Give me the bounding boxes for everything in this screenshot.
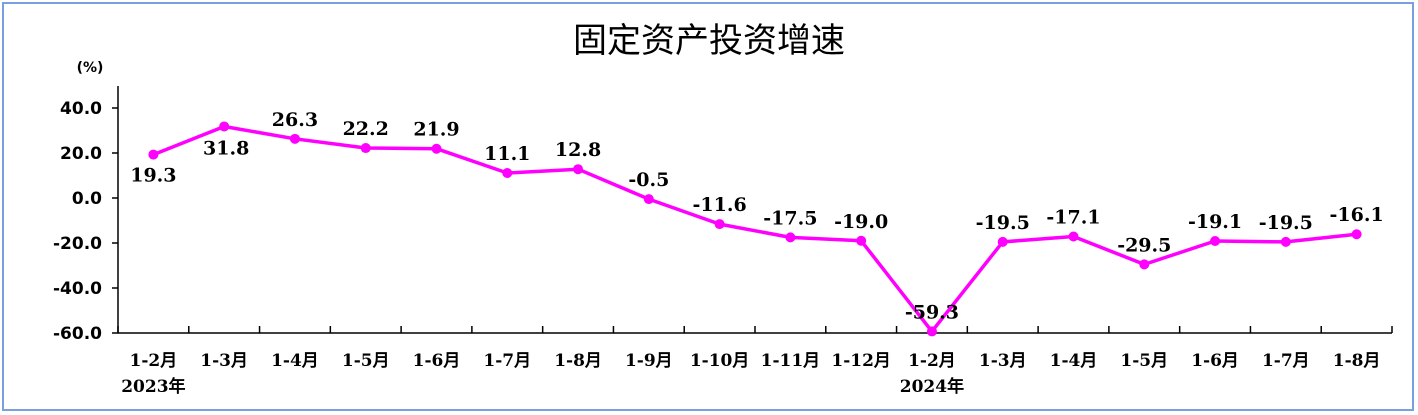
y-tick-label: -60.0 (53, 324, 102, 344)
y-tick-label: 20.0 (60, 144, 102, 164)
data-point (289, 133, 300, 144)
data-point (360, 143, 371, 154)
x-tick-labels: 1-2月 1-3月 1-4月 1-5月 1-6月 1-7月 1-8月 1-9月 1-10月 1-1… (121, 351, 1380, 397)
data-point (1068, 231, 1079, 242)
data-label: -19.1 (1188, 211, 1242, 233)
x-year-label: 2023年 (121, 376, 185, 397)
data-label: 12.8 (555, 139, 601, 161)
data-point (431, 143, 442, 154)
x-tick-label: 1-6月 (413, 351, 461, 371)
data-label: -19.5 (976, 212, 1030, 234)
data-label: 11.1 (484, 143, 530, 165)
data-label: 26.3 (272, 109, 318, 131)
data-series (148, 121, 1362, 337)
data-point (148, 149, 159, 160)
x-tick-label: 1-10月 (690, 351, 750, 371)
data-labels: 19.3 31.8 26.3 22.2 21.9 11.1 12.8 -0.5 -11.6 -17… (130, 109, 1383, 324)
data-label: 19.3 (130, 165, 176, 187)
y-tick-label: 40.0 (60, 99, 102, 119)
x-tick-label: 1-11月 (761, 351, 821, 371)
x-tick-label: 1-5月 (342, 351, 390, 371)
data-point (714, 219, 725, 230)
data-point (219, 121, 230, 132)
data-label: -19.0 (834, 211, 888, 233)
x-tick-label: 1-5月 (1120, 351, 1168, 371)
data-point (856, 235, 867, 246)
x-tick-label: 1-2月 (130, 351, 178, 371)
data-point (573, 164, 584, 175)
series-line (152, 124, 1357, 334)
data-label: -11.6 (693, 194, 747, 216)
x-tick-label: 1-7月 (1262, 351, 1310, 371)
data-point (1280, 236, 1291, 247)
data-label: 21.9 (413, 119, 459, 141)
data-label: -17.1 (1046, 206, 1100, 228)
data-point (1210, 235, 1221, 246)
data-point (502, 168, 513, 179)
data-label: -17.5 (763, 207, 817, 229)
y-tick-label: -40.0 (53, 279, 102, 299)
chart-title: 固定资产投资增速 (573, 21, 845, 61)
data-label: -59.3 (905, 301, 959, 323)
data-label: 31.8 (203, 137, 249, 159)
data-label: -29.5 (1117, 234, 1171, 256)
x-tick-label: 1-12月 (831, 351, 891, 371)
x-tick-label: 1-8月 (554, 351, 602, 371)
data-point (1139, 259, 1150, 270)
data-label: -19.5 (1259, 212, 1313, 234)
x-tick-label: 1-9月 (625, 351, 673, 371)
x-tick-label: 1-6月 (1191, 351, 1239, 371)
x-tick-label: 1-3月 (979, 351, 1027, 371)
x-tick-label: 1-2月 (908, 351, 956, 371)
x-tick-label: 1-4月 (1050, 351, 1098, 371)
data-label: -16.1 (1330, 204, 1384, 226)
x-tick-label: 1-7月 (483, 351, 531, 371)
data-point (643, 194, 654, 205)
x-tick-label: 1-8月 (1333, 351, 1381, 371)
axes (112, 86, 1393, 334)
data-label: 22.2 (343, 118, 389, 140)
y-tick-label: -20.0 (53, 234, 102, 254)
data-point (785, 232, 796, 243)
y-axis-unit: (%) (77, 60, 104, 76)
data-point (997, 236, 1008, 247)
data-label: -0.5 (628, 169, 669, 191)
y-tick-label: 0.0 (72, 189, 102, 209)
data-point (926, 326, 937, 337)
x-tick-label: 1-4月 (271, 351, 319, 371)
x-tick-label: 1-3月 (200, 351, 248, 371)
x-year-label: 2024年 (900, 376, 964, 397)
y-tick-labels: 40.0 20.0 0.0 -20.0 -40.0 -60.0 (53, 99, 102, 344)
data-point (1351, 229, 1362, 240)
